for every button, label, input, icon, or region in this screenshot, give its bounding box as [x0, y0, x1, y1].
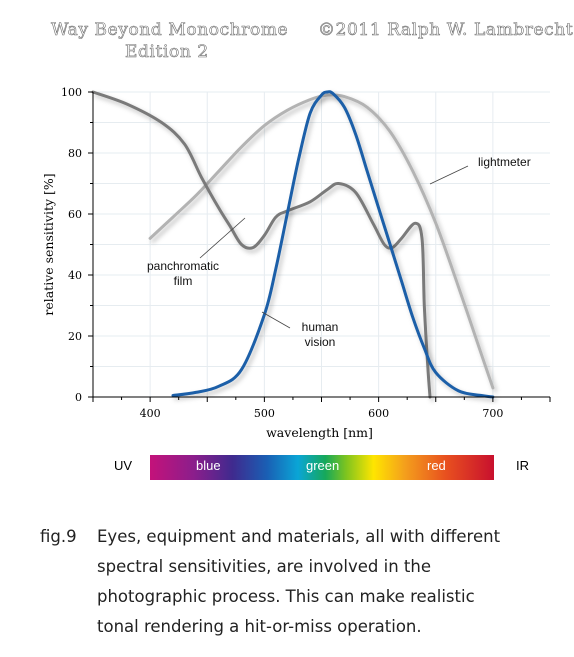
y-tick-label: 80 [68, 147, 82, 160]
annotation-label-film: film [174, 274, 193, 288]
spectral-sensitivity-chart: 0 20 40 60 80 100 400 500 600 700 wavelength [nm] r… [41, 86, 551, 440]
visible-spectrum-bar [150, 455, 494, 480]
y-tick-label: 40 [68, 269, 82, 282]
caption-line: tonal rendering a hit-or-miss operation. [97, 617, 422, 636]
figure-number: fig.9 [40, 527, 77, 546]
x-tick-label: 400 [140, 407, 161, 420]
y-axis-title: relative sensitivity [%] [41, 173, 56, 315]
x-tick-label: 600 [368, 407, 389, 420]
x-axis-title: wavelength [nm] [266, 425, 373, 440]
spectrum-red-label: red [427, 458, 446, 473]
spectrum-blue-label: blue [196, 458, 221, 473]
annotation-label-vision: human [302, 320, 339, 334]
series-line-panchromatic-film [91, 90, 432, 399]
spectrum-green-label: green [306, 458, 340, 473]
annotation-leader-vision [261, 311, 291, 329]
annotation-leader-lightmeter [429, 165, 469, 185]
x-tick-label: 500 [254, 407, 275, 420]
series-line-lightmeter [148, 93, 495, 390]
copyright-notice: ©2011 Ralph W. Lambrecht [318, 20, 574, 41]
annotation-label-lightmeter: lightmeter [478, 155, 531, 169]
spectrum-uv-label: UV [114, 458, 133, 473]
caption-line: Eyes, equipment and materials, all with … [97, 527, 501, 546]
caption-line: spectral sensitivities, are involved in … [97, 557, 431, 576]
annotation-leader-film [199, 217, 246, 259]
annotation-label-film: panchromatic [147, 259, 219, 273]
spectrum-ir-label: IR [516, 458, 529, 473]
book-edition: Edition 2 [125, 42, 209, 63]
y-tick-label: 100 [61, 86, 82, 99]
book-title: Way Beyond Monochrome [51, 20, 289, 41]
y-tick-label: 0 [75, 391, 82, 404]
y-tick-label: 60 [68, 208, 82, 221]
annotation-label-vision: vision [305, 335, 336, 349]
x-tick-label: 700 [482, 407, 503, 420]
series-line-human-vision [171, 90, 495, 399]
caption-line: photographic process. This can make real… [97, 587, 475, 606]
y-tick-label: 20 [68, 330, 82, 343]
figure-caption: fig.9 Eyes, equipment and materials, all… [40, 522, 540, 642]
